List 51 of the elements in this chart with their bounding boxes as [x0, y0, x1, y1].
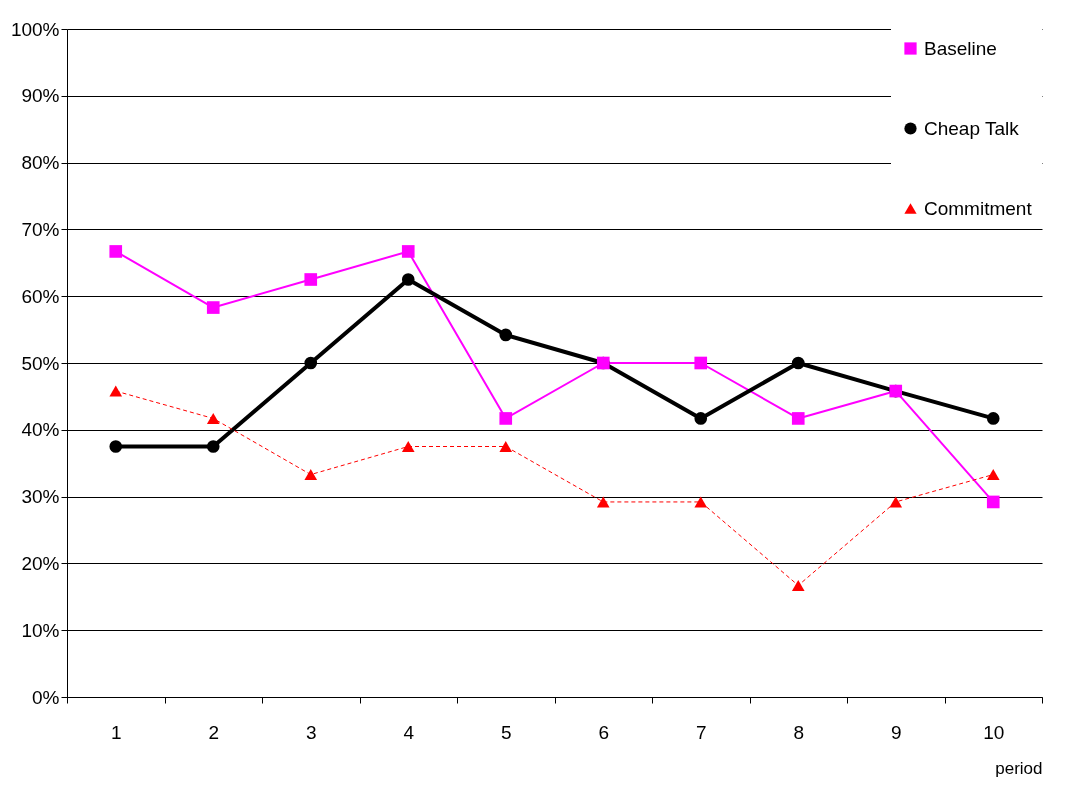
x-tick-label: 2: [208, 721, 220, 743]
y-tick-label: 20%: [21, 552, 60, 574]
x-tick-label: 5: [500, 721, 512, 743]
y-tick-label: 60%: [21, 285, 60, 307]
y-tick-label: 50%: [21, 352, 60, 374]
y-tick-label: 80%: [21, 152, 60, 174]
point: [986, 469, 1000, 481]
point: [206, 412, 220, 424]
point: [499, 441, 513, 452]
x-tick-label: 9: [890, 721, 902, 743]
point: [499, 328, 513, 342]
y-tick-label: 40%: [21, 419, 60, 441]
x-tick-label: 6: [598, 721, 610, 743]
point: [304, 356, 318, 370]
point: [889, 496, 903, 508]
y-tick-label: 0%: [32, 686, 60, 708]
point: [109, 385, 123, 397]
point: [109, 440, 123, 453]
y-tick-label: 30%: [21, 486, 60, 508]
point: [401, 245, 415, 258]
legend-label: Cheap Talk: [924, 117, 1020, 139]
x-axis-title: period: [995, 758, 1043, 778]
legend-label: Baseline: [924, 37, 997, 59]
x-tick-label: 10: [983, 721, 1005, 743]
point: [499, 412, 513, 425]
point: [694, 412, 708, 425]
point: [694, 356, 708, 370]
point: [986, 412, 1000, 425]
point: [401, 441, 415, 452]
point: [304, 469, 318, 481]
y-tick-label: 10%: [21, 619, 60, 641]
point: [791, 579, 805, 591]
x-tick-label: 7: [695, 721, 707, 743]
y-tick-label: 90%: [21, 85, 60, 107]
x-tick-label: 1: [110, 721, 122, 743]
point: [206, 440, 220, 453]
point: [791, 412, 805, 425]
y-tick-label: 100%: [10, 18, 60, 40]
y-tick-label: 70%: [21, 218, 60, 240]
legend-label: Commitment: [924, 197, 1033, 219]
x-tick-label: 8: [793, 721, 805, 743]
x-tick-label: 4: [403, 721, 415, 743]
point: [791, 356, 805, 370]
point: [986, 495, 1000, 509]
point: [401, 273, 415, 286]
point: [304, 273, 318, 286]
x-tick-label: 3: [305, 721, 317, 743]
point: [694, 496, 708, 508]
point: [206, 301, 220, 314]
point: [596, 496, 610, 508]
point: [109, 245, 123, 258]
